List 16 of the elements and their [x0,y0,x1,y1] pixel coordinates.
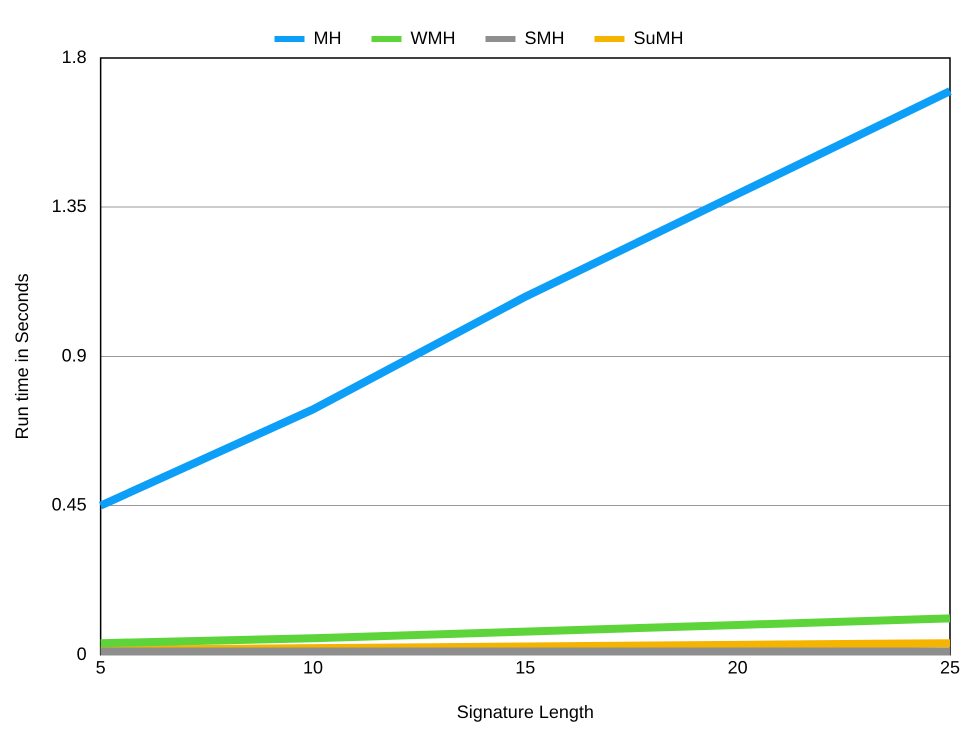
x-tick-label: 25 [940,658,960,678]
legend-label: MH [314,28,342,48]
x-tick-label: 15 [515,658,536,678]
y-tick-label: 0.9 [62,345,87,366]
legend-label: SuMH [633,28,684,48]
legend-label: SMH [524,28,564,48]
legend-label: WMH [410,28,456,48]
y-tick-label: 1.35 [52,196,87,216]
x-axis-title: Signature Length [456,702,594,722]
y-axis-title: Run time in Seconds [12,273,32,440]
y-tick-label: 0.45 [52,494,87,515]
y-tick-label: 1.8 [62,46,87,67]
y-tick-label: 0 [76,644,87,664]
x-tick-label: 5 [96,658,106,678]
x-tick-label: 20 [728,658,748,678]
x-tick-label: 10 [302,658,323,678]
